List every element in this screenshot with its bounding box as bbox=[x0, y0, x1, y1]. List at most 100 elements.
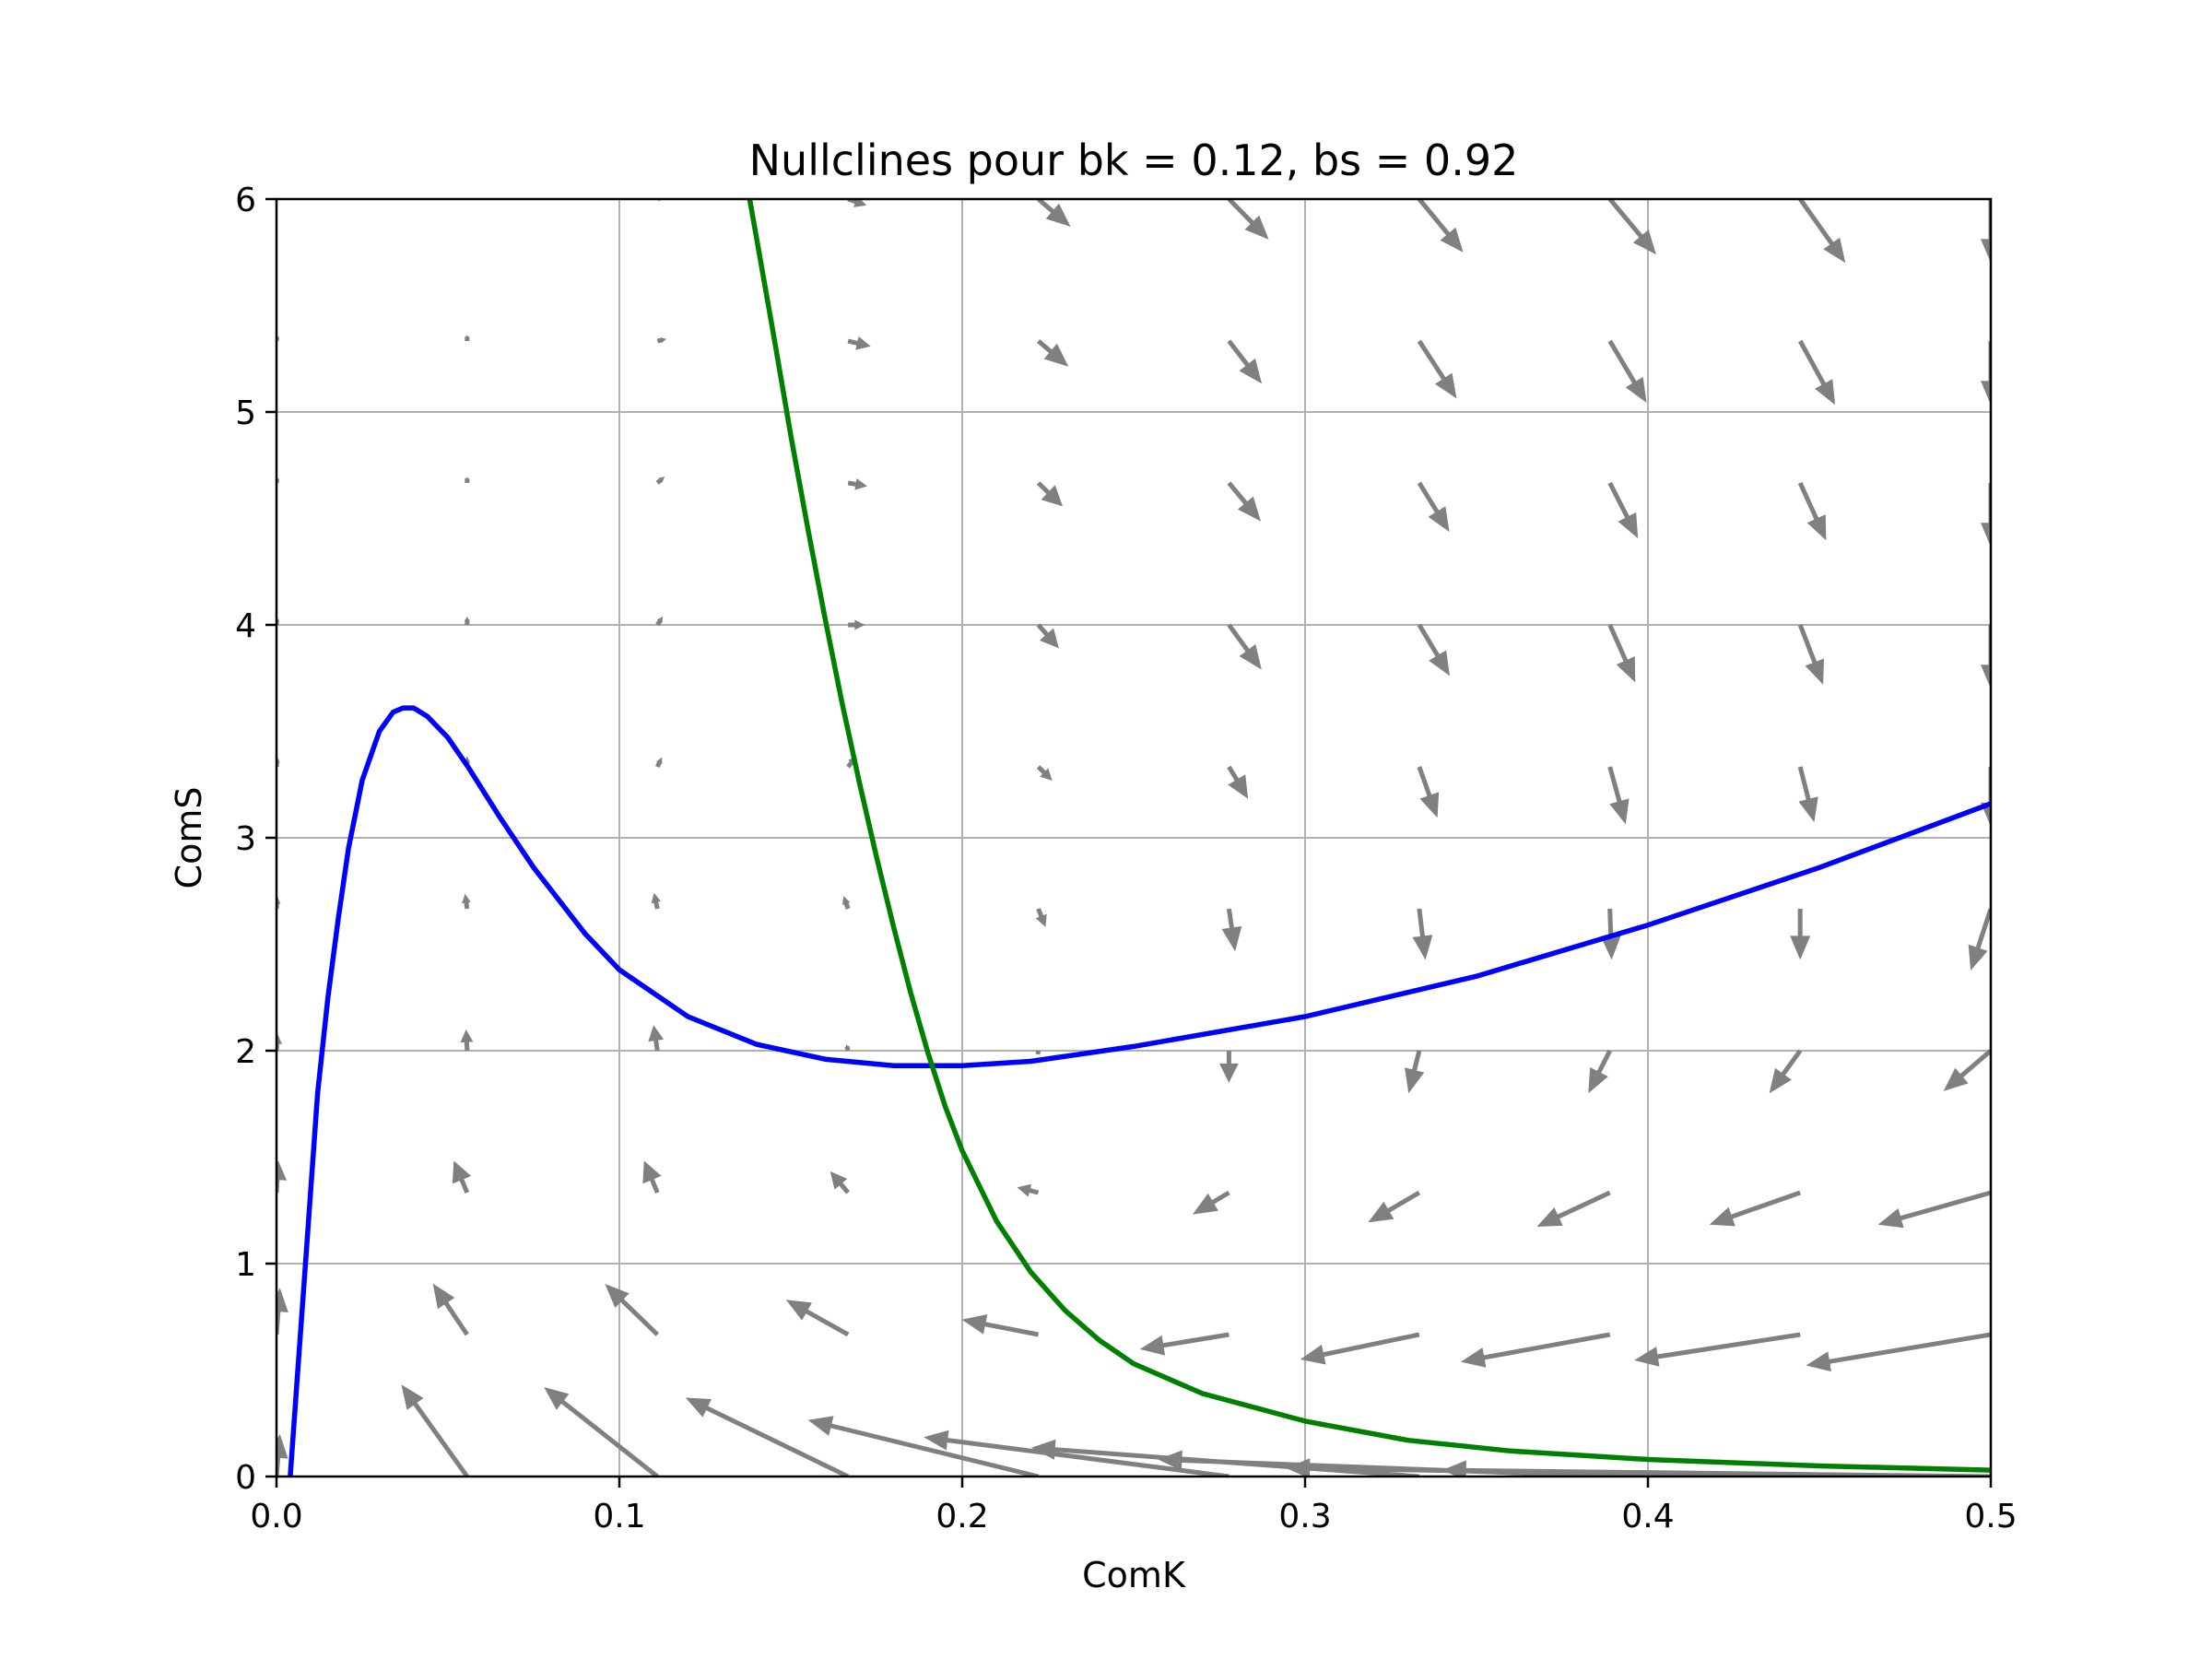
vector-arrow-shaft bbox=[1899, 1190, 1991, 1221]
vector-arrow bbox=[1227, 339, 1263, 384]
vector-arrow-head bbox=[1536, 1207, 1563, 1227]
vector-arrow bbox=[401, 1384, 469, 1477]
vector-arrow-head bbox=[1981, 665, 1991, 689]
vector-arrow-shaft bbox=[1827, 1332, 1991, 1364]
vector-arrow bbox=[655, 477, 665, 485]
vector-arrow bbox=[1607, 199, 1656, 255]
vector-arrow-shaft bbox=[1417, 623, 1441, 659]
nullclines bbox=[288, 199, 1991, 1477]
vector-arrow bbox=[465, 335, 470, 342]
vector-arrow bbox=[1607, 339, 1647, 403]
vector-arrow-head bbox=[1429, 650, 1450, 677]
vector-arrow bbox=[1193, 1190, 1230, 1215]
vector-arrow-head bbox=[1609, 798, 1630, 825]
vector-arrow-head bbox=[1709, 1206, 1735, 1227]
vector-arrow-head bbox=[854, 619, 865, 630]
vector-arrow-head bbox=[1981, 239, 1991, 264]
vector-arrow-head bbox=[465, 335, 469, 339]
vector-arrow bbox=[1405, 1050, 1425, 1094]
y-tick-label: 3 bbox=[235, 820, 256, 858]
vector-arrow bbox=[1797, 481, 1827, 541]
vector-arrow bbox=[648, 1025, 664, 1052]
vector-arrow-head bbox=[605, 1284, 629, 1308]
vector-arrow bbox=[1877, 1190, 1991, 1229]
vector-arrow-head bbox=[1405, 1067, 1425, 1094]
vector-arrow-head bbox=[842, 896, 851, 905]
vector-arrow bbox=[1412, 908, 1433, 960]
vector-arrow bbox=[452, 1160, 472, 1194]
vector-arrow bbox=[1227, 765, 1249, 799]
vector-arrow-head bbox=[656, 757, 663, 765]
vector-arrow-head bbox=[1441, 1460, 1466, 1477]
coms-nullcline-curve bbox=[747, 199, 1991, 1473]
vector-arrow-head bbox=[658, 477, 665, 483]
vector-arrow-shaft bbox=[1417, 766, 1432, 798]
vector-arrow-head bbox=[452, 1160, 472, 1184]
vector-arrow bbox=[807, 1416, 1040, 1477]
vector-arrow-head bbox=[1244, 215, 1269, 240]
vector-arrow-head bbox=[1440, 227, 1464, 253]
vector-arrow-head bbox=[1158, 1450, 1182, 1471]
vector-arrow-shaft bbox=[1607, 908, 1614, 938]
vector-arrow-shaft bbox=[1556, 1190, 1611, 1220]
vector-arrow-head bbox=[1460, 1347, 1487, 1368]
vector-arrow bbox=[544, 1387, 659, 1477]
vector-arrow bbox=[1035, 1050, 1041, 1055]
vector-arrow-shaft bbox=[618, 1297, 660, 1336]
vector-arrow bbox=[924, 1430, 1230, 1477]
vector-arrow-head bbox=[807, 1416, 834, 1436]
vector-arrow bbox=[655, 616, 664, 627]
x-axis-label: ComK bbox=[1082, 1555, 1186, 1595]
vector-arrow bbox=[842, 896, 851, 910]
vector-arrow-head bbox=[401, 1384, 424, 1410]
vector-arrow-head bbox=[465, 616, 470, 622]
vector-arrow-head bbox=[785, 1300, 812, 1321]
vector-arrow-shaft bbox=[829, 1423, 1040, 1477]
vector-arrow-head bbox=[1221, 925, 1242, 952]
vector-arrow bbox=[655, 757, 663, 769]
vector-arrow-head bbox=[276, 1160, 288, 1181]
vector-arrow-head bbox=[685, 1397, 712, 1418]
vector-arrow bbox=[465, 477, 470, 483]
vector-arrow-shaft bbox=[1036, 481, 1052, 496]
vector-arrow-head bbox=[924, 1430, 949, 1451]
vector-arrow-head bbox=[1043, 343, 1069, 367]
vector-arrow-head bbox=[1823, 237, 1846, 264]
vector-arrow-head bbox=[1300, 1344, 1326, 1365]
vector-arrow-head bbox=[1030, 1439, 1056, 1460]
vector-arrow bbox=[1227, 199, 1269, 240]
vector-arrow-shaft bbox=[1729, 1190, 1801, 1220]
vector-arrow-head bbox=[1237, 496, 1261, 522]
vector-arrow-shaft bbox=[1417, 199, 1452, 237]
vector-arrow bbox=[462, 893, 471, 910]
vector-arrow bbox=[685, 1397, 850, 1477]
vector-arrow-head bbox=[660, 337, 666, 343]
vector-arrow-shaft bbox=[1595, 1049, 1612, 1075]
vector-arrow-head bbox=[1790, 935, 1811, 960]
vector-arrow bbox=[847, 336, 871, 350]
vector-arrow bbox=[1769, 1049, 1803, 1094]
vector-arrow bbox=[605, 1284, 660, 1336]
vector-arrow bbox=[1797, 339, 1836, 406]
vector-arrow bbox=[1036, 199, 1071, 227]
vector-arrow bbox=[651, 892, 661, 910]
vector-arrow-head bbox=[845, 1044, 850, 1049]
vector-arrow-head bbox=[961, 1314, 988, 1335]
vector-arrow-shaft bbox=[1417, 481, 1441, 515]
vector-arrow-head bbox=[1625, 377, 1647, 403]
vector-arrow-head bbox=[1228, 774, 1249, 799]
vector-arrow bbox=[1139, 1332, 1230, 1356]
vector-arrow bbox=[1798, 199, 1846, 264]
vector-arrow-shaft bbox=[945, 1437, 1230, 1477]
vector-arrow bbox=[961, 1314, 1040, 1337]
vector-arrow bbox=[1417, 339, 1457, 399]
vector-arrow-shaft bbox=[653, 1038, 660, 1052]
vector-arrow-head bbox=[1769, 1067, 1792, 1094]
vector-arrow-shaft bbox=[1607, 623, 1629, 664]
vector-arrow bbox=[1536, 1190, 1611, 1227]
vector-arrow-shaft bbox=[704, 1405, 850, 1477]
vector-arrow-head bbox=[656, 616, 664, 624]
vector-arrow-head bbox=[854, 478, 867, 490]
vector-arrow-head bbox=[276, 1288, 288, 1312]
vector-arrow-head bbox=[1368, 1201, 1394, 1223]
